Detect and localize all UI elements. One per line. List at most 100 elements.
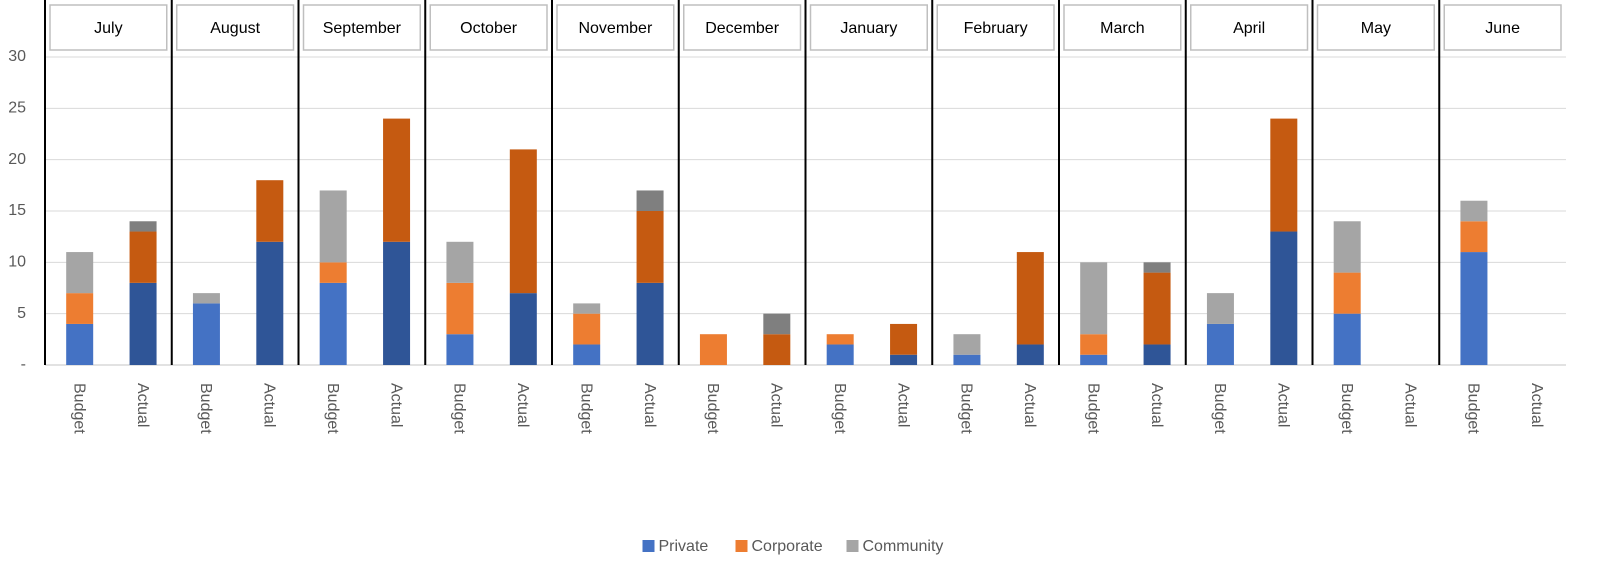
bar-segment (1270, 231, 1298, 365)
y-tick-label: 20 (8, 151, 26, 168)
bar-segment (319, 262, 347, 283)
bar-segment (890, 354, 918, 365)
bar-segment (192, 293, 220, 304)
bar-segment (1080, 354, 1108, 365)
x-tick-label: Actual (641, 383, 658, 427)
legend-label: Private (659, 538, 709, 555)
group-label-box (1063, 4, 1182, 51)
bar-segment (319, 190, 347, 263)
bar-segment (446, 282, 474, 335)
group-label-box (429, 4, 548, 51)
group-label: June (1485, 20, 1520, 37)
group-label: December (705, 20, 779, 37)
group-label-box (936, 4, 1055, 51)
x-tick-label: Budget (577, 383, 594, 434)
x-tick-label: Budget (324, 383, 341, 434)
x-tick-label: Actual (387, 383, 404, 427)
legend-swatch (642, 540, 655, 552)
group-label: February (964, 20, 1028, 37)
group-label: May (1361, 20, 1391, 37)
bar-segment (446, 334, 474, 365)
bar-segment (636, 190, 664, 211)
bar-segment (763, 313, 791, 335)
x-tick-label: Budget (958, 383, 975, 434)
y-tick-label: 25 (8, 100, 26, 117)
group-label-box (176, 4, 295, 51)
group-label-box (556, 4, 675, 51)
legend-swatch (735, 540, 748, 552)
x-tick-label: Budget (70, 383, 87, 434)
bar-segment (446, 241, 474, 283)
group-label: April (1233, 20, 1265, 37)
bar-segment (636, 211, 664, 283)
bar-segment (383, 118, 411, 242)
group-label-box (1316, 4, 1435, 51)
x-tick-label: Actual (1021, 383, 1038, 427)
bar-segment (1016, 252, 1044, 345)
group-label: March (1100, 20, 1144, 37)
x-tick-label: Budget (1084, 383, 1101, 434)
bar-segment (1333, 221, 1361, 273)
group-label: August (210, 20, 260, 37)
bar-segment (192, 303, 220, 365)
bar-segment (1143, 272, 1171, 345)
group-label: November (578, 20, 652, 37)
bar-segment (66, 293, 94, 324)
bar-segment (1143, 262, 1171, 273)
bar-segment (699, 334, 727, 365)
bar-segment (1333, 313, 1361, 365)
bar-segment (826, 334, 854, 345)
bar-segment (1080, 334, 1108, 355)
bar-segment (953, 354, 981, 365)
bar-segment (1460, 200, 1488, 222)
bar-segment (1460, 221, 1488, 253)
y-tick-label: 15 (8, 202, 26, 219)
bar-segment (66, 323, 94, 365)
x-tick-label: Budget (831, 383, 848, 434)
bar-segment (1270, 118, 1298, 232)
group-label-box (1190, 4, 1309, 51)
bar-segment (573, 313, 601, 345)
bar-segment (256, 180, 284, 242)
x-tick-label: Actual (134, 383, 151, 427)
group-label-box (1443, 4, 1562, 51)
bar-segment (319, 282, 347, 365)
bar-segment (1206, 293, 1234, 324)
x-tick-label: Actual (1275, 383, 1292, 427)
bar-segment (509, 293, 537, 365)
bar-segment (573, 344, 601, 365)
group-label-box (683, 4, 802, 51)
bar-segment (1016, 344, 1044, 365)
bar-segment (826, 344, 854, 365)
y-tick-label: 10 (8, 254, 26, 271)
bar-segment (129, 231, 157, 283)
bar-segment (573, 303, 601, 314)
bar-segment (66, 252, 94, 294)
group-label: September (323, 20, 402, 37)
x-tick-label: Actual (1528, 383, 1545, 427)
group-label: October (460, 20, 518, 37)
x-tick-label: Budget (704, 383, 721, 434)
x-tick-label: Actual (894, 383, 911, 427)
bar-segment (763, 334, 791, 365)
bar-segment (129, 282, 157, 365)
y-tick-label: 5 (17, 305, 26, 322)
x-tick-label: Actual (261, 383, 278, 427)
legend-label: Corporate (752, 538, 823, 555)
x-tick-label: Budget (197, 383, 214, 434)
legend-swatch (846, 540, 859, 552)
bar-segment (1206, 323, 1234, 365)
group-label-box (302, 4, 421, 51)
bar-segment (256, 241, 284, 365)
group-label: July (94, 20, 122, 37)
bar-segment (1460, 252, 1488, 365)
legend-label: Community (863, 538, 944, 555)
bar-segment (890, 323, 918, 355)
bar-segment (383, 241, 411, 365)
x-tick-label: Budget (1338, 383, 1355, 434)
x-tick-label: Actual (1401, 383, 1418, 427)
x-tick-label: Budget (1465, 383, 1482, 434)
y-tick-label: - (21, 356, 26, 373)
group-label-box (809, 4, 928, 51)
